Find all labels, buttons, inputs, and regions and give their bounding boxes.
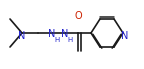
Text: H: H <box>67 37 73 43</box>
Text: N: N <box>48 29 56 39</box>
Text: H: H <box>54 37 60 43</box>
Text: N: N <box>18 31 26 41</box>
Text: N: N <box>121 31 129 41</box>
Text: N: N <box>61 29 69 39</box>
Text: O: O <box>74 11 82 21</box>
